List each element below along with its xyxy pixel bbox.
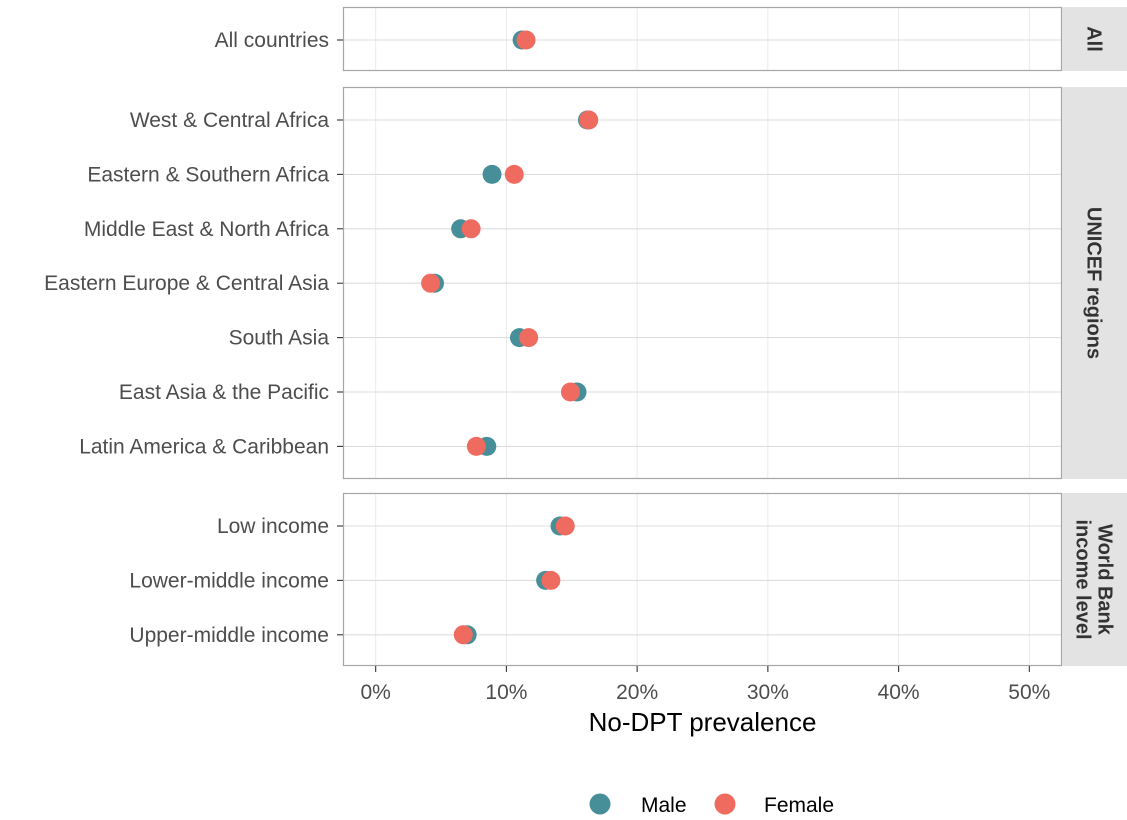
female-point <box>461 219 481 239</box>
category-label: South Asia <box>229 327 330 350</box>
category-label: West & Central Africa <box>130 109 330 132</box>
facet-strip-label: World Bankincome level <box>1072 519 1116 639</box>
female-point <box>516 30 536 50</box>
x-tick-label: 10% <box>485 681 527 704</box>
x-tick-label: 30% <box>747 681 789 704</box>
facet-panel: West & Central Africa Eastern & Southern … <box>44 86 1127 480</box>
category-label: All countries <box>215 29 329 52</box>
male-point <box>482 164 502 184</box>
panel-border <box>342 6 1063 72</box>
panel-border <box>342 86 1063 480</box>
x-tick-label: 50% <box>1008 681 1050 704</box>
facet-strip <box>1062 7 1127 71</box>
legend-label-male: Male <box>641 794 687 817</box>
female-point <box>519 328 539 348</box>
x-tick-label: 0% <box>361 681 391 704</box>
female-point <box>555 516 575 536</box>
panel-border <box>342 492 1063 667</box>
facet-strip <box>1062 493 1127 666</box>
category-label: Eastern Europe & Central Asia <box>44 272 329 295</box>
x-tick-label: 20% <box>616 681 658 704</box>
category-label: Eastern & Southern Africa <box>87 163 329 186</box>
facet-strip-label: All <box>1083 26 1105 52</box>
category-label: Low income <box>217 515 329 538</box>
x-axis-title: No-DPT prevalence <box>589 707 817 737</box>
legend-key-male <box>589 793 611 815</box>
female-point <box>541 570 561 590</box>
female-point <box>579 110 599 130</box>
female-point <box>504 164 524 184</box>
legend: Male Female <box>589 793 834 817</box>
legend-key-female <box>714 793 736 815</box>
panel-background <box>343 7 1062 71</box>
category-label: Middle East & North Africa <box>84 218 329 241</box>
category-label: Latin America & Caribbean <box>79 435 329 458</box>
female-point <box>560 382 580 402</box>
category-label: Upper-middle income <box>129 624 329 647</box>
panel-background <box>343 493 1062 666</box>
category-label: Lower-middle income <box>129 569 329 592</box>
facet-strip <box>1062 87 1127 479</box>
x-axis: 0% 10% 20% 30% 40% 50% <box>361 666 1050 704</box>
legend-label-female: Female <box>764 794 834 817</box>
facet-panel: Low income Lower-middle income Upper-middl… <box>129 492 1127 667</box>
female-point <box>421 273 441 293</box>
female-point <box>466 436 486 456</box>
facet-panel: All countries All <box>215 6 1127 72</box>
x-tick-label: 40% <box>878 681 920 704</box>
category-label: East Asia & the Pacific <box>119 381 329 404</box>
facet-strip-label: UNICEF regions <box>1083 207 1105 359</box>
female-point <box>453 625 473 645</box>
